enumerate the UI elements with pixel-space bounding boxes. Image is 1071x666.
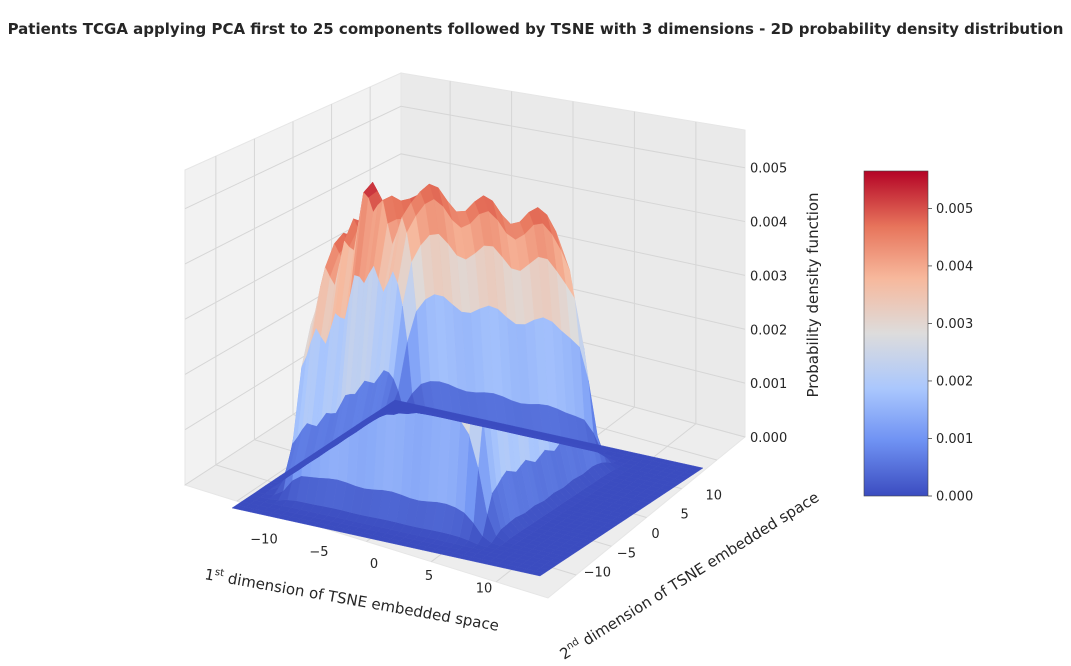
x-tick-label: 5 — [425, 569, 433, 584]
x-tick-label: −10 — [250, 533, 277, 548]
y-tick-label: 0 — [651, 527, 659, 542]
z-tick-label: 0.000 — [750, 431, 787, 446]
density-surface — [231, 181, 704, 577]
z-tick-label: 0.004 — [750, 216, 787, 231]
colorbar — [863, 170, 929, 497]
z-tick-label: 0.002 — [750, 323, 787, 338]
y-tick-label: 10 — [705, 488, 722, 503]
x-label-rest: dimension of TSNE embedded space — [222, 568, 501, 634]
x-label-prefix: 1 — [203, 565, 216, 584]
x-label-sup: st — [214, 567, 225, 579]
colorbar-tick-label: 0.000 — [936, 490, 973, 505]
z-gridline — [184, 153, 746, 265]
z-tick-label: 0.001 — [750, 377, 787, 392]
y-tick-label: −10 — [584, 566, 611, 581]
z-tick-label: 0.005 — [750, 162, 787, 177]
colorbar-tick-label: 0.004 — [936, 259, 973, 274]
x-tick-label: 0 — [370, 557, 378, 572]
x-tick-label: 10 — [476, 581, 493, 596]
axis-ticks: −10 −5 0 5 10 −10 −5 0 5 10 0.000 0.001 0.002 0.003 0.… — [250, 162, 787, 597]
colorbar-tick-label: 0.002 — [936, 374, 973, 389]
x-axis-label: 1st dimension of TSNE embedded space — [203, 565, 500, 635]
colorbar-tick-label: 0.001 — [936, 432, 973, 447]
z-gridline — [184, 105, 746, 210]
surface-facet — [389, 399, 405, 406]
chart-title: Patients TCGA applying PCA first to 25 c… — [7, 20, 1064, 38]
colorbar-tick-label: 0.005 — [936, 202, 973, 217]
y-tick-label: −5 — [617, 546, 636, 561]
y-tick-label: 5 — [680, 508, 688, 523]
z-tick-label: 0.003 — [750, 269, 787, 284]
colorbar-ticks: 0.000 0.001 0.002 0.003 0.004 0.005 — [928, 202, 973, 505]
x-tick-label: −5 — [309, 545, 328, 560]
colorbar-tick-label: 0.003 — [936, 317, 973, 332]
z-axis-label: Probability density function — [804, 192, 822, 397]
